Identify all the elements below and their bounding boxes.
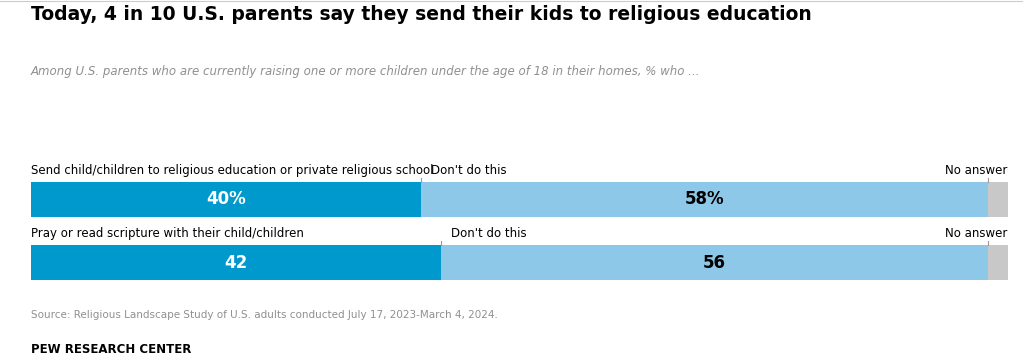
- Text: 40%: 40%: [207, 190, 246, 208]
- Text: 58%: 58%: [685, 190, 724, 208]
- Bar: [421, 182, 988, 217]
- Bar: [988, 182, 1008, 217]
- Text: 42: 42: [224, 254, 248, 272]
- Text: 56: 56: [703, 254, 726, 272]
- Text: Don't do this: Don't do this: [432, 164, 506, 177]
- Text: PEW RESEARCH CENTER: PEW RESEARCH CENTER: [31, 343, 191, 356]
- Text: Source: Religious Landscape Study of U.S. adults conducted July 17, 2023-March 4: Source: Religious Landscape Study of U.S…: [31, 310, 497, 321]
- Text: Don't do this: Don't do this: [451, 227, 527, 240]
- Text: No answer: No answer: [945, 227, 1008, 240]
- Text: Among U.S. parents who are currently raising one or more children under the age : Among U.S. parents who are currently rai…: [31, 65, 700, 78]
- Bar: [441, 245, 988, 280]
- Text: Send child/children to religious education or private religious school: Send child/children to religious educati…: [31, 164, 433, 177]
- Bar: [31, 182, 421, 217]
- Text: Today, 4 in 10 U.S. parents say they send their kids to religious education: Today, 4 in 10 U.S. parents say they sen…: [31, 5, 811, 24]
- Bar: [988, 245, 1008, 280]
- Text: Pray or read scripture with their child/children: Pray or read scripture with their child/…: [31, 227, 304, 240]
- Text: No answer: No answer: [945, 164, 1008, 177]
- Bar: [31, 245, 441, 280]
